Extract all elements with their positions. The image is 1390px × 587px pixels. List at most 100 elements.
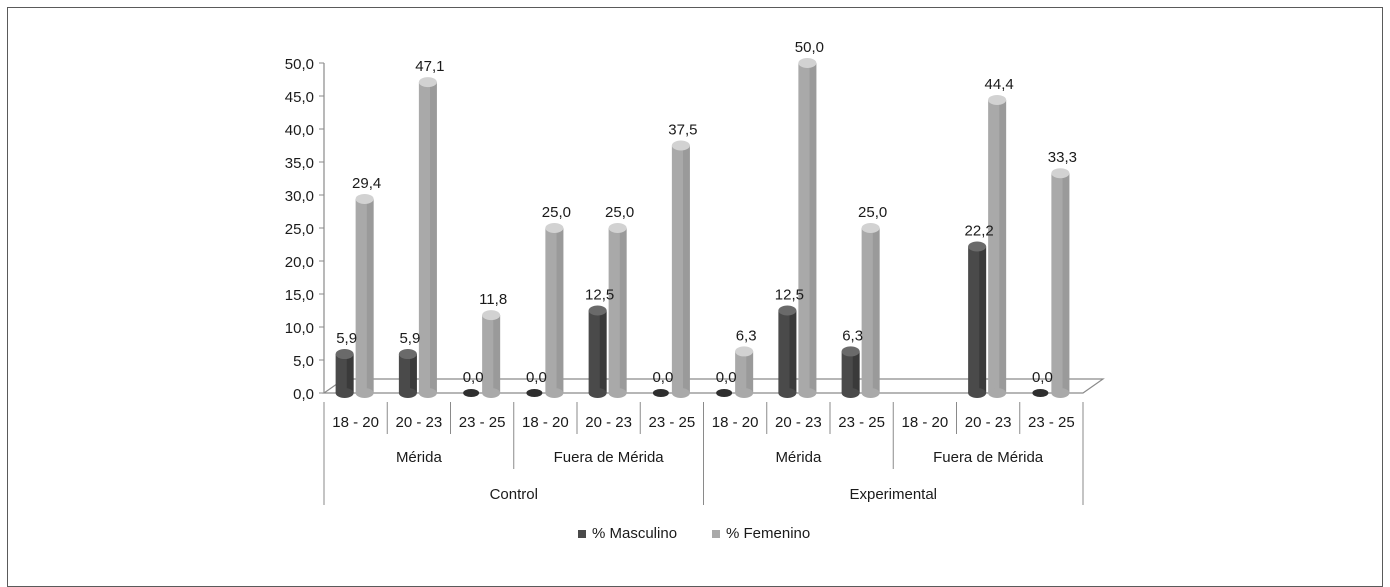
bar-zero	[1032, 389, 1049, 397]
bar	[482, 310, 501, 398]
data-label: 5,9	[399, 330, 420, 347]
data-label: 12,5	[585, 287, 614, 304]
y-tick-label: 40,0	[285, 122, 314, 139]
x-group-label: Mérida	[775, 449, 822, 466]
bar-top	[968, 241, 987, 252]
data-label: 25,0	[542, 204, 571, 221]
x-category-label: 18 - 20	[332, 414, 379, 431]
data-label: 22,2	[965, 222, 994, 239]
bar-base	[1051, 388, 1070, 398]
bar	[798, 58, 817, 398]
bar-top	[398, 349, 417, 360]
chart-floor	[322, 378, 1105, 394]
floor-plane	[322, 378, 1105, 394]
data-label: 47,1	[415, 58, 444, 75]
x-outer-group-label: Control	[490, 486, 538, 503]
x-category-label: 23 - 25	[1028, 414, 1075, 431]
bar-top	[671, 140, 690, 151]
bar-base	[735, 388, 754, 398]
bar-shade	[746, 351, 754, 393]
bar-shade	[683, 145, 690, 393]
legend-swatch	[578, 530, 586, 538]
legend-label: % Masculino	[592, 525, 677, 542]
bar-top	[778, 305, 797, 316]
bar	[652, 389, 669, 397]
bar-shade	[430, 82, 437, 393]
y-tick-label: 50,0	[285, 56, 314, 73]
bar-base	[671, 388, 690, 398]
bar-base	[968, 388, 987, 398]
data-label: 5,9	[336, 330, 357, 347]
bar-base	[841, 388, 860, 398]
bar-top	[355, 193, 374, 204]
bar-shade	[410, 354, 417, 393]
bar-top	[798, 58, 817, 68]
bar	[968, 241, 987, 398]
bar-top	[861, 223, 880, 233]
bar-top	[588, 305, 607, 316]
data-label: 44,4	[985, 76, 1014, 93]
x-category-label: 20 - 23	[585, 414, 632, 431]
data-label: 0,0	[1032, 369, 1053, 386]
x-category-label: 23 - 25	[459, 414, 506, 431]
bar-top	[418, 77, 437, 88]
bar-shade	[556, 228, 564, 393]
bar	[778, 305, 797, 398]
bar-zero	[652, 389, 669, 397]
data-label: 50,0	[795, 39, 824, 56]
x-category-label: 18 - 20	[522, 414, 569, 431]
bar-top	[545, 223, 564, 233]
x-category-label: 18 - 20	[712, 414, 759, 431]
data-label: 0,0	[463, 369, 484, 386]
y-tick-label: 0,0	[293, 386, 314, 403]
data-label: 0,0	[652, 369, 673, 386]
bar-shade	[599, 310, 607, 393]
bar	[355, 193, 374, 398]
bar	[398, 349, 417, 398]
x-group-label: Fuera de Mérida	[933, 449, 1044, 466]
y-tick-label: 45,0	[285, 89, 314, 106]
bar-shade	[852, 351, 860, 393]
x-category-label: 20 - 23	[775, 414, 822, 431]
x-category-label: 23 - 25	[649, 414, 696, 431]
y-tick-label: 35,0	[285, 155, 314, 172]
bar	[988, 94, 1007, 398]
bar-top	[482, 310, 501, 321]
data-label: 12,5	[775, 287, 804, 304]
bar-zero	[716, 389, 733, 397]
bar-base	[778, 388, 797, 398]
bar-base	[545, 388, 564, 398]
bar	[418, 77, 437, 398]
bar	[841, 346, 860, 398]
bar-top	[841, 346, 860, 357]
bar-shade	[1062, 173, 1070, 393]
bar-shade	[872, 228, 880, 393]
bar-shade	[979, 246, 987, 393]
data-label: 0,0	[716, 369, 737, 386]
bar-base	[335, 388, 354, 398]
bar-shade	[789, 310, 797, 393]
bar	[716, 389, 733, 397]
bar	[1032, 389, 1049, 397]
bars	[335, 58, 1070, 398]
data-label: 11,8	[479, 291, 507, 308]
x-axis: 18 - 20 20 - 23 23 - 25 18 - 20 20 - 23 23 - …	[323, 402, 1084, 505]
data-label: 33,3	[1048, 149, 1077, 166]
y-tick-label: 10,0	[285, 320, 314, 337]
bar-base	[482, 388, 501, 398]
bar-top	[1051, 168, 1070, 179]
bar-base	[398, 388, 417, 398]
bar-base	[861, 388, 880, 398]
bar-base	[798, 388, 817, 398]
y-tick-label: 20,0	[285, 254, 314, 271]
x-category-label: 23 - 25	[838, 414, 885, 431]
bar	[861, 223, 880, 398]
x-group-label: Mérida	[396, 449, 443, 466]
data-label: 25,0	[605, 204, 634, 221]
x-category-label: 20 - 23	[396, 414, 443, 431]
bar	[671, 140, 690, 398]
bar-shade	[999, 99, 1007, 394]
data-label: 29,4	[352, 175, 381, 192]
bar-shade	[619, 228, 627, 393]
bar-zero	[463, 389, 480, 397]
